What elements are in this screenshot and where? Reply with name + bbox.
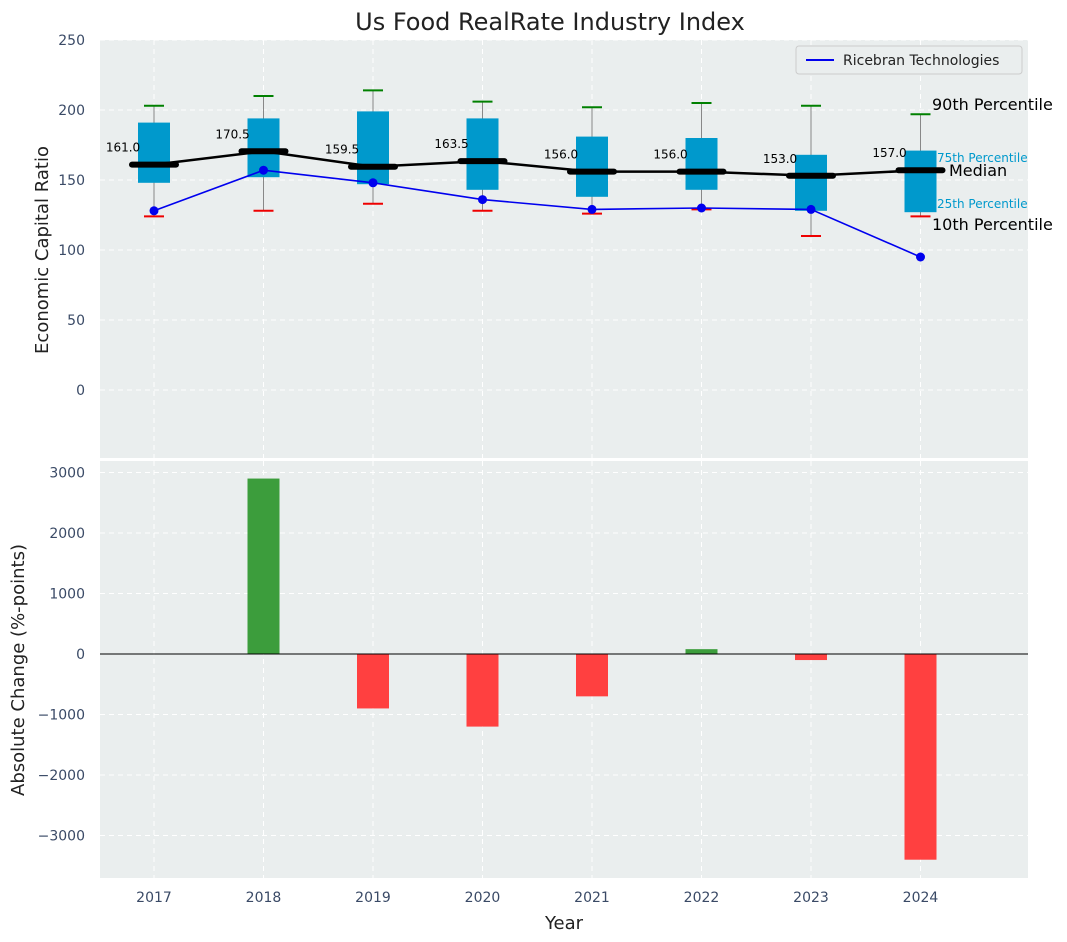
median-label-2017: 161.0 (106, 141, 140, 155)
bottom-y-tick-label: −3000 (38, 829, 85, 845)
percentile-annotations: 90th Percentile 75th Percentile Median 2… (932, 95, 1053, 234)
bottom-y-tick-label: −2000 (38, 768, 85, 784)
company-point-2021 (587, 204, 597, 214)
company-point-2024 (916, 252, 925, 262)
company-series (149, 165, 925, 262)
bottom-y-axis-label: Absolute Change (%-points) (8, 544, 29, 796)
bottom-y-tick-label: 1000 (49, 587, 85, 603)
annotation-p25: 25th Percentile (937, 197, 1028, 211)
bottom-y-tick-label: −1000 (38, 708, 85, 724)
top-gridlines (100, 39, 1028, 458)
top-y-tick-label: 100 (58, 243, 85, 259)
box-2021 (576, 136, 608, 197)
median-label-2019: 159.5 (325, 143, 359, 157)
change-bars (247, 478, 937, 860)
bottom-y-tick-label: 0 (76, 647, 85, 663)
change-bar-2021 (576, 654, 608, 697)
annotation-median: Median (949, 161, 1007, 180)
top-y-tick-label: 50 (67, 313, 85, 329)
company-point-2018 (259, 165, 268, 175)
median-label-2021: 156.0 (544, 148, 578, 162)
x-tick-labels: 2017 2018 2019 2020 2021 2022 2023 2024 (136, 890, 938, 906)
change-bar-2019 (357, 654, 389, 709)
top-y-tick-label: 200 (58, 103, 85, 119)
box-2023 (795, 154, 827, 211)
x-tick-label-2019: 2019 (355, 890, 391, 906)
company-point-2019 (368, 178, 378, 188)
median-label-2024: 157.0 (872, 146, 906, 160)
annotation-p90: 90th Percentile (932, 95, 1053, 114)
median-line (153, 150, 921, 178)
box-2020 (466, 118, 499, 190)
x-tick-label-2018: 2018 (246, 890, 282, 906)
box-2019 (357, 111, 389, 185)
top-panel: 0 50 100 150 200 250 161.0 170.5 159.5 163.5 156.… (32, 33, 1053, 458)
top-y-tick-label: 0 (76, 383, 85, 399)
median-trend-line (153, 150, 921, 178)
company-point-2020 (478, 195, 487, 205)
box-2017 (138, 122, 170, 183)
top-y-tick-label: 150 (58, 173, 85, 189)
top-y-tick-labels: 0 50 100 150 200 250 (58, 33, 85, 399)
company-point-2022 (697, 203, 706, 213)
median-label-2022: 156.0 (653, 148, 687, 162)
top-plot-background (100, 40, 1028, 458)
x-axis-label: Year (544, 913, 584, 934)
bottom-plot-background (100, 461, 1028, 878)
change-bar-2024 (904, 654, 937, 860)
x-tick-label-2023: 2023 (793, 890, 829, 906)
box-2022 (685, 138, 718, 190)
legend-box (795, 45, 1023, 75)
legend: Ricebran Technologies (795, 45, 1023, 75)
company-line (153, 169, 921, 258)
x-tick-label-2024: 2024 (903, 890, 939, 906)
company-point-2017 (149, 206, 159, 216)
bottom-y-tick-labels: −3000 −2000 −1000 0 1000 2000 3000 (38, 466, 85, 845)
legend-label: Ricebran Technologies (843, 53, 999, 69)
company-point-2023 (806, 204, 816, 214)
x-tick-label-2021: 2021 (574, 890, 610, 906)
x-tick-label-2020: 2020 (465, 890, 501, 906)
change-bar-2022 (685, 649, 718, 654)
annotation-p10: 10th Percentile (932, 215, 1053, 234)
change-bar-2023 (795, 654, 827, 661)
x-tick-label-2022: 2022 (684, 890, 720, 906)
change-bar-2020 (466, 654, 499, 727)
box-2024 (904, 150, 937, 213)
median-label-2018: 170.5 (215, 127, 249, 141)
bottom-y-tick-label: 2000 (49, 526, 85, 542)
change-bar-2018 (247, 478, 280, 654)
bottom-y-tick-label: 3000 (49, 466, 85, 482)
top-y-tick-label: 250 (58, 33, 85, 49)
median-value-labels: 161.0 170.5 159.5 163.5 156.0 156.0 153.0 157.0 (106, 127, 907, 166)
box-plots (129, 89, 946, 237)
annotation-p75: 75th Percentile (937, 151, 1028, 165)
chart-title: Us Food RealRate Industry Index (355, 8, 745, 36)
x-tick-label-2017: 2017 (136, 890, 172, 906)
median-label-2023: 153.0 (763, 152, 797, 166)
top-y-axis-label: Economic Capital Ratio (32, 146, 53, 354)
median-label-2020: 163.5 (434, 137, 468, 151)
